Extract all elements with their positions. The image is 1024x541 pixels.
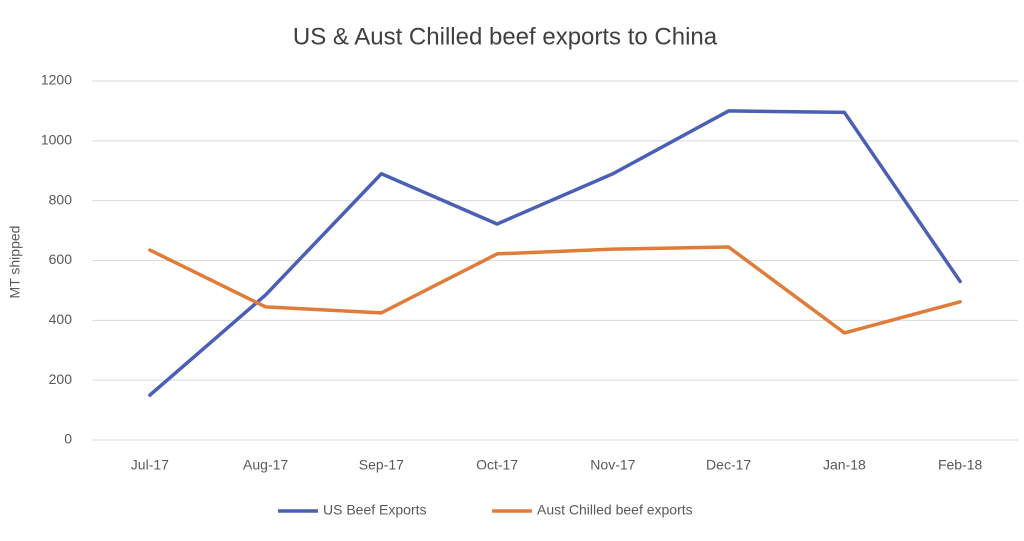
- y-tick-label: 800: [49, 191, 73, 207]
- y-tick-label: 1000: [41, 132, 72, 148]
- x-tick-label: Aug-17: [243, 457, 288, 473]
- y-axis-label: MT shipped: [7, 226, 23, 299]
- x-tick-label: Feb-18: [938, 457, 983, 473]
- x-tick-label: Oct-17: [476, 457, 518, 473]
- series-line: [148, 245, 962, 335]
- y-tick-label: 200: [49, 371, 73, 387]
- series-line: [148, 109, 962, 397]
- y-tick-label: 1200: [41, 72, 72, 88]
- x-tick-label: Jul-17: [131, 457, 169, 473]
- y-tick-label: 400: [49, 311, 73, 327]
- y-tick-label: 0: [64, 431, 72, 447]
- legend-label: US Beef Exports: [323, 502, 427, 518]
- x-tick-label: Sep-17: [359, 457, 404, 473]
- y-tick-label: 600: [49, 251, 73, 267]
- legend-label: Aust Chilled beef exports: [537, 502, 693, 518]
- x-tick-label: Dec-17: [706, 457, 751, 473]
- chart-title: US & Aust Chilled beef exports to China: [293, 23, 718, 50]
- x-tick-label: Jan-18: [823, 457, 866, 473]
- x-tick-label: Nov-17: [590, 457, 635, 473]
